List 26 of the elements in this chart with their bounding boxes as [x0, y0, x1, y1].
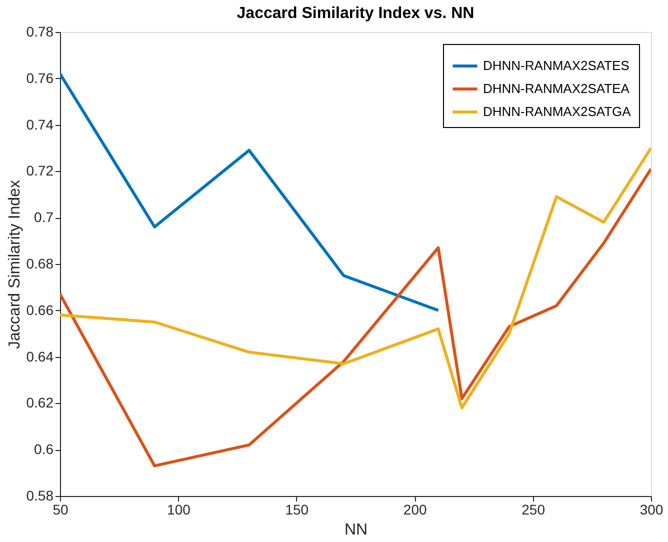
- y-tick-label: 0.78: [26, 24, 54, 40]
- y-tick-label: 0.76: [26, 70, 54, 86]
- legend-label: DHNN-RANMAX2SATEA: [483, 81, 630, 96]
- x-tick-label: 300: [640, 502, 664, 518]
- y-tick-label: 0.7: [34, 209, 54, 226]
- x-axis-title: NN: [344, 522, 368, 538]
- y-tick-label: 0.58: [26, 488, 54, 504]
- y-tick-label: 0.64: [26, 348, 54, 364]
- y-axis-title: Jaccard Similarity Index: [6, 180, 24, 349]
- line-series: [60, 72, 440, 312]
- x-tick-label: 200: [403, 502, 427, 518]
- x-tick-label: 100: [167, 502, 191, 518]
- x-tick-label: 150: [285, 502, 309, 518]
- legend-label: DHNN-RANMAX2SATES: [483, 58, 630, 73]
- x-tick-label: 50: [52, 502, 68, 518]
- x-tick-label: 250: [522, 502, 546, 518]
- y-tick-label: 0.74: [26, 116, 54, 132]
- y-tick-label: 0.6: [34, 441, 54, 458]
- line-series: [60, 146, 651, 410]
- legend-label: DHNN-RANMAX2SATGA: [483, 104, 632, 119]
- y-tick-label: 0.66: [26, 302, 54, 318]
- y-tick-label: 0.62: [26, 394, 54, 411]
- line-series: [60, 167, 651, 468]
- chart-title: Jaccard Similarity Index vs. NN: [236, 5, 474, 22]
- y-tick-label: 0.68: [26, 256, 54, 272]
- y-tick-label: 0.72: [26, 162, 54, 179]
